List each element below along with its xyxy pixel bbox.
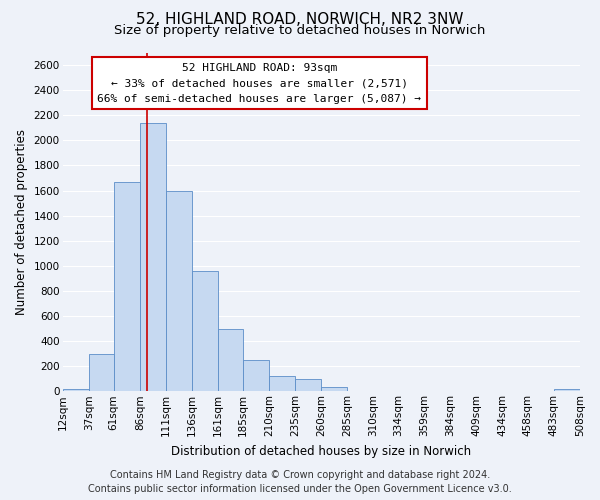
Bar xyxy=(347,390,373,392)
Bar xyxy=(166,190,192,392)
Text: Contains HM Land Registry data © Crown copyright and database right 2024.
Contai: Contains HM Land Registry data © Crown c… xyxy=(88,470,512,494)
Bar xyxy=(373,390,398,392)
Bar xyxy=(62,389,89,392)
Text: 52, HIGHLAND ROAD, NORWICH, NR2 3NW: 52, HIGHLAND ROAD, NORWICH, NR2 3NW xyxy=(136,12,464,28)
Text: 52 HIGHLAND ROAD: 93sqm
← 33% of detached houses are smaller (2,571)
66% of semi: 52 HIGHLAND ROAD: 93sqm ← 33% of detache… xyxy=(97,62,421,104)
Bar xyxy=(554,389,580,392)
Bar xyxy=(218,328,243,392)
Bar xyxy=(269,376,295,392)
Bar xyxy=(89,354,113,392)
Bar xyxy=(295,380,321,392)
Bar xyxy=(113,182,140,392)
Bar xyxy=(192,271,218,392)
Bar xyxy=(140,123,166,392)
Bar xyxy=(243,360,269,392)
Y-axis label: Number of detached properties: Number of detached properties xyxy=(15,129,28,315)
Text: Size of property relative to detached houses in Norwich: Size of property relative to detached ho… xyxy=(115,24,485,37)
X-axis label: Distribution of detached houses by size in Norwich: Distribution of detached houses by size … xyxy=(171,444,472,458)
Bar xyxy=(321,387,347,392)
